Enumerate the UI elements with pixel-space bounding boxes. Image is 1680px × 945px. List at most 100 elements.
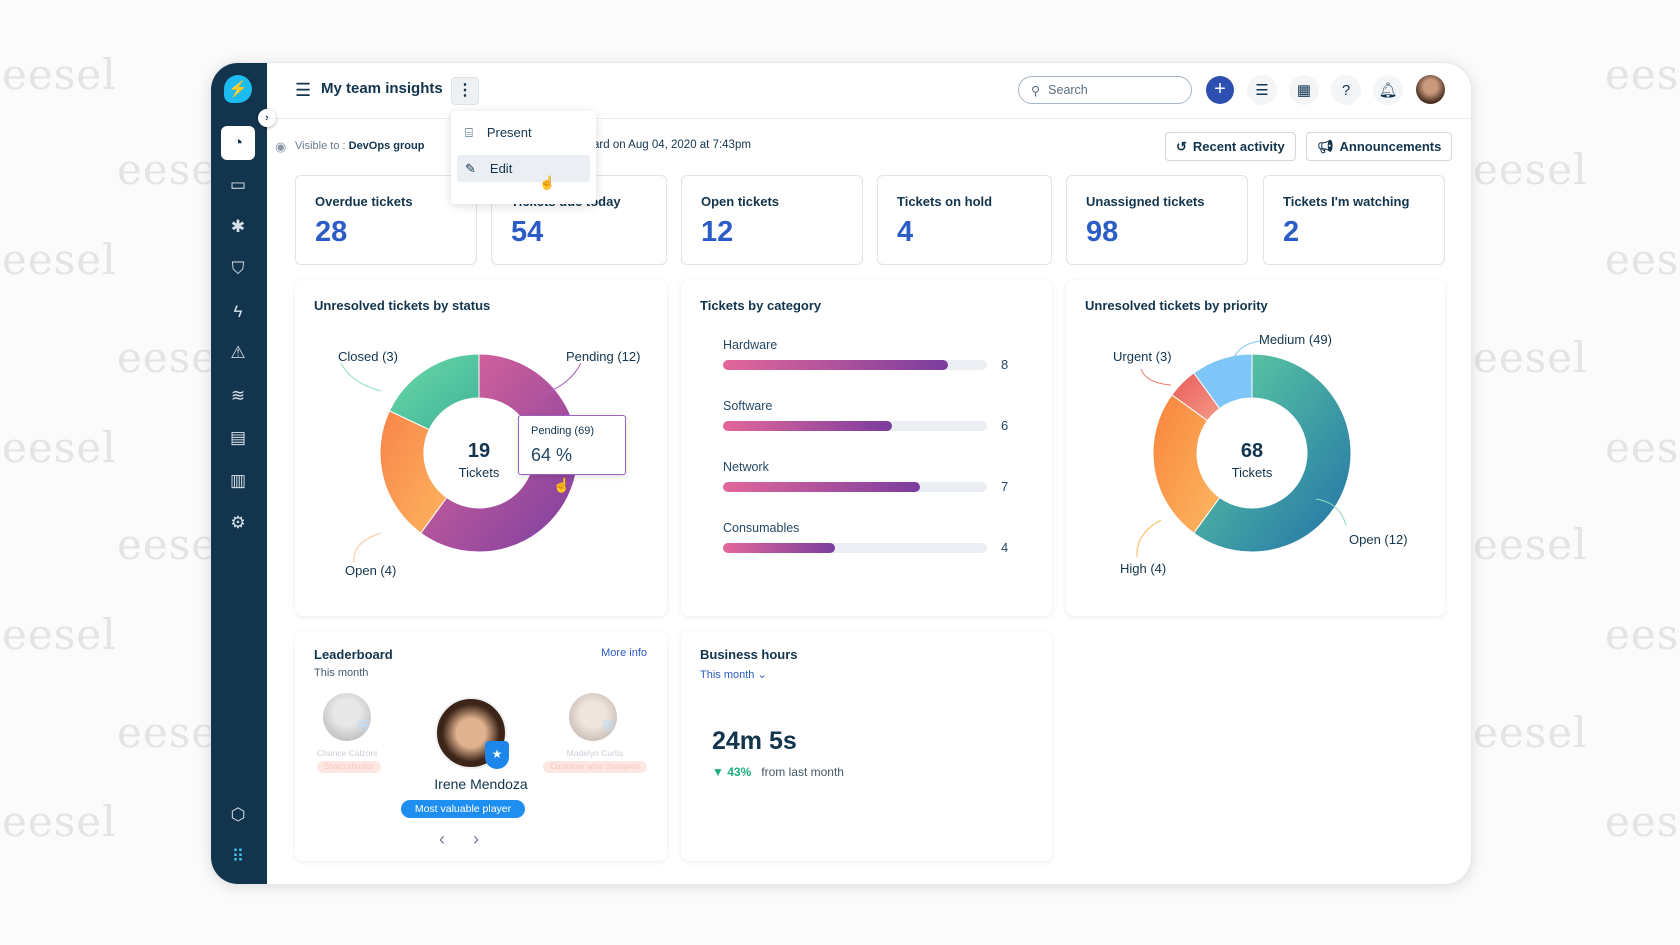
chevron-down-icon: ⌄ xyxy=(757,669,767,681)
app-window: ⚡ ◔ ▭ ✱ ⛉ ϟ ⚠ ≋ ▤ ▥ ⚙ ⬡ ⠿ › ☰ My team in… xyxy=(210,62,1472,885)
category-chart-card: Tickets by category Hardware 8 Software 6 Ne… xyxy=(681,280,1052,616)
sidebar-item-settings[interactable]: ⚙ xyxy=(221,506,255,540)
business-value: 24m 5s xyxy=(712,727,797,755)
menu-item-present[interactable]: ⌸ Present xyxy=(465,124,532,141)
user-avatar[interactable] xyxy=(1416,75,1445,104)
help-icon: ? xyxy=(1341,81,1351,99)
calendar-button[interactable]: ▦ xyxy=(1289,75,1319,105)
bar-value-label: 8 xyxy=(1001,357,1009,372)
slice-label-open: Open (12) xyxy=(1349,532,1408,547)
history-icon: ↺ xyxy=(1176,138,1187,154)
pencil-icon: ✎ xyxy=(465,160,476,176)
center-value: 19 xyxy=(467,440,491,462)
recent-activity-button[interactable]: ↺ Recent activity xyxy=(1165,132,1296,161)
page-title: My team insights xyxy=(321,80,443,97)
help-button[interactable]: ? xyxy=(1331,75,1361,105)
eye-icon: ◉ xyxy=(275,139,287,154)
stat-card[interactable]: Tickets on hold 4 xyxy=(877,175,1052,265)
visible-to-label: Visible to : xyxy=(295,140,346,152)
bar-chart-icon: ▥ xyxy=(229,471,247,490)
updated-text: ard on Aug 04, 2020 at 7:43pm xyxy=(593,139,751,151)
slice-label-high: High (4) xyxy=(1120,561,1167,576)
add-button[interactable]: + xyxy=(1206,76,1234,104)
sidebar-item-assets[interactable]: ≋ xyxy=(221,379,255,413)
stat-card[interactable]: Overdue tickets 28 xyxy=(295,175,477,265)
cube-icon: ⬡ xyxy=(230,805,246,824)
donut-slice[interactable] xyxy=(1152,394,1221,534)
member-name: Madelyn Curtis xyxy=(566,748,624,758)
hamburger-icon[interactable]: ☰ xyxy=(295,80,312,100)
avatar xyxy=(569,693,617,741)
menu-item-edit[interactable]: ✎ Edit xyxy=(457,155,590,182)
watermark: eesel xyxy=(1473,333,1588,382)
badge-shield-icon: ⛨ xyxy=(602,719,615,736)
leader-line xyxy=(1136,519,1162,558)
bar-label: Hardware xyxy=(723,338,778,352)
priority-chart-card: Unresolved tickets by priority xyxy=(1066,280,1445,616)
more-options-button[interactable]: ⋮ xyxy=(451,77,479,105)
donut-slice[interactable] xyxy=(1193,353,1352,553)
bar-label: Network xyxy=(723,460,769,474)
watermark: eesel xyxy=(2,50,117,99)
search-input[interactable]: ⚲ Search xyxy=(1018,76,1192,104)
megaphone-icon: 📢︎ xyxy=(1317,138,1334,154)
watermark: eesel xyxy=(1605,50,1680,99)
sidebar-item-reports[interactable]: ▥ xyxy=(221,464,255,498)
bar-value-label: 4 xyxy=(1001,540,1009,555)
watermark: eesel xyxy=(2,423,117,472)
cursor-hand-icon: ☝ xyxy=(539,175,556,190)
sidebar-item-grid[interactable]: ⠿ xyxy=(221,840,255,874)
sidebar-item-alerts[interactable]: ⚠ xyxy=(221,336,255,370)
business-hours-card: Business hours This month ⌄ 24m 5s ▼ 43%… xyxy=(681,631,1052,861)
ticket-icon: ▭ xyxy=(229,175,247,194)
stat-label: Tickets on hold xyxy=(897,194,993,209)
sidebar: ⚡ ◔ ▭ ✱ ⛉ ϟ ⚠ ≋ ▤ ▥ ⚙ ⬡ ⠿ xyxy=(211,63,267,884)
bar-value-label: 6 xyxy=(1001,418,1009,433)
stat-value: 54 xyxy=(511,216,544,248)
donut-slice[interactable] xyxy=(388,353,480,431)
bar xyxy=(723,482,920,492)
checklist-icon: ☰ xyxy=(1255,82,1269,99)
notifications-button[interactable]: 🔔︎ xyxy=(1373,75,1403,105)
sidebar-item-solutions[interactable]: ▤ xyxy=(221,421,255,455)
sidebar-item-releases[interactable]: ϟ xyxy=(221,295,255,329)
watermark: eesel xyxy=(2,235,117,284)
period-dropdown[interactable]: This month ⌄ xyxy=(700,669,767,681)
leader-line xyxy=(1140,368,1172,386)
chart-title: Tickets by category xyxy=(700,298,822,313)
gauge-icon: ◔ xyxy=(232,133,244,152)
stat-label: Open tickets xyxy=(701,194,780,209)
leader-line xyxy=(545,362,582,394)
leader-line xyxy=(1232,340,1262,360)
chart-tooltip: Pending (69) 64 % xyxy=(518,415,626,475)
stat-card[interactable]: Tickets I'm watching 2 xyxy=(1263,175,1445,265)
member-badge: Customer wow champion xyxy=(543,761,647,773)
previous-button[interactable]: ‹ xyxy=(439,829,445,849)
sidebar-item-problems[interactable]: ✱ xyxy=(221,210,255,244)
leader-line xyxy=(340,362,382,392)
sidebar-item-changes[interactable]: ⛉ xyxy=(221,252,255,286)
sidebar-item-dashboard[interactable]: ◔ xyxy=(221,126,255,160)
watermark: eesel xyxy=(1605,797,1680,846)
tooltip-title: Pending (69) xyxy=(531,425,594,437)
watermark: eesel xyxy=(1473,145,1588,194)
cursor-hand-icon: ☝ xyxy=(553,477,571,493)
slice-label-closed: Closed (3) xyxy=(338,349,398,364)
member-badge: Sharp shooter xyxy=(317,761,381,773)
announcements-button[interactable]: 📢︎ Announcements xyxy=(1306,132,1453,161)
leaderboard-title: Leaderboard xyxy=(314,647,393,662)
bar-label: Consumables xyxy=(723,521,800,535)
next-button[interactable]: › xyxy=(473,829,479,849)
more-info-link[interactable]: More info xyxy=(601,647,647,659)
down-triangle-icon: ▼ xyxy=(712,765,724,779)
app-logo[interactable]: ⚡ xyxy=(224,75,252,103)
stat-card[interactable]: Open tickets 12 xyxy=(681,175,863,265)
sidebar-item-tickets[interactable]: ▭ xyxy=(221,168,255,202)
business-title: Business hours xyxy=(700,647,798,662)
todo-button[interactable]: ☰ xyxy=(1247,75,1277,105)
sidebar-item-apps[interactable]: ⬡ xyxy=(221,798,255,832)
slice-label-medium: Medium (49) xyxy=(1259,332,1332,347)
stat-card[interactable]: Unassigned tickets 98 xyxy=(1066,175,1248,265)
calendar-icon: ▦ xyxy=(1296,82,1312,99)
donut-slice[interactable] xyxy=(1193,353,1253,410)
